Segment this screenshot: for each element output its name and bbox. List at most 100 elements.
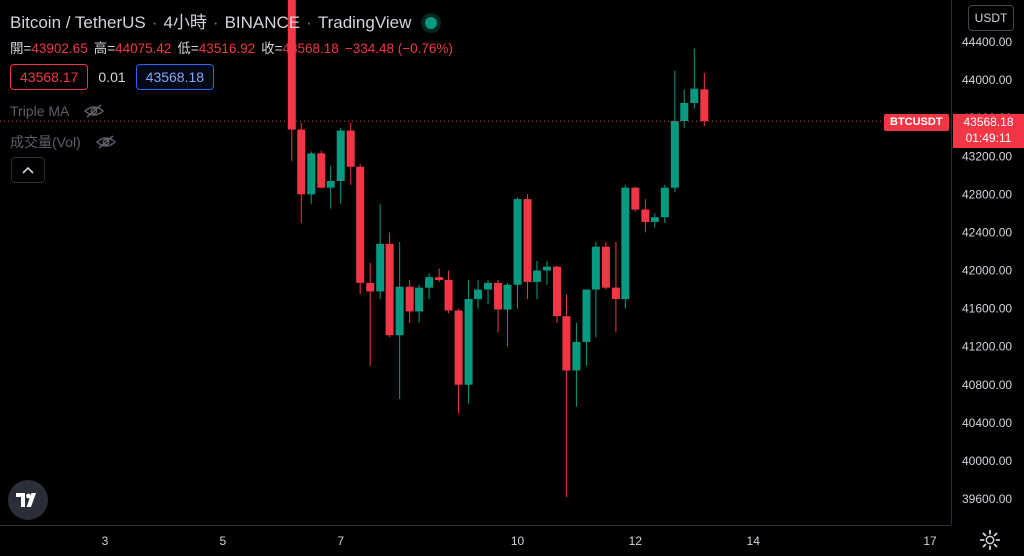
candle[interactable] bbox=[494, 280, 503, 333]
tradingview-logo[interactable] bbox=[8, 480, 48, 520]
candle-body bbox=[601, 246, 610, 288]
candle[interactable] bbox=[700, 72, 709, 127]
candle-body bbox=[523, 199, 532, 282]
candle[interactable] bbox=[542, 260, 551, 285]
candle[interactable] bbox=[405, 280, 414, 323]
candle-body bbox=[680, 102, 689, 122]
buy-sell-panel: 43568.17 0.01 43568.18 bbox=[10, 63, 215, 91]
candle-body bbox=[494, 282, 503, 310]
candle-body bbox=[356, 166, 365, 283]
high-value: 44075.42 bbox=[115, 41, 172, 56]
indicator-label: 成交量(Vol) bbox=[10, 134, 81, 150]
candle[interactable] bbox=[307, 151, 316, 204]
candle-body bbox=[611, 287, 620, 300]
candle[interactable] bbox=[326, 165, 335, 209]
y-tick-label: 42800.00 bbox=[962, 187, 1012, 201]
y-tick-label: 41200.00 bbox=[962, 340, 1012, 354]
candle[interactable] bbox=[297, 122, 306, 223]
x-tick-label: 17 bbox=[923, 534, 937, 548]
candle[interactable] bbox=[356, 163, 365, 295]
y-tick-label: 44400.00 bbox=[962, 35, 1012, 49]
candle[interactable] bbox=[690, 48, 699, 109]
candle[interactable] bbox=[454, 308, 463, 414]
symbol-name[interactable]: Bitcoin / TetherUS bbox=[10, 13, 146, 32]
candle[interactable] bbox=[601, 241, 610, 290]
candle-body bbox=[435, 277, 444, 281]
candle[interactable] bbox=[660, 184, 669, 223]
sell-button[interactable]: 43568.17 bbox=[10, 64, 89, 90]
candle-body bbox=[670, 121, 679, 188]
indicator-volume[interactable]: 成交量(Vol) bbox=[10, 132, 117, 152]
candle[interactable] bbox=[621, 184, 630, 309]
candle[interactable] bbox=[484, 280, 493, 304]
high-label: 高= bbox=[93, 41, 116, 56]
candle[interactable] bbox=[385, 232, 394, 338]
x-tick-label: 14 bbox=[747, 534, 761, 548]
candle-body bbox=[395, 286, 404, 336]
candle[interactable] bbox=[582, 289, 591, 366]
tradingview-logo-icon bbox=[16, 493, 36, 507]
candle[interactable] bbox=[641, 199, 650, 233]
candle[interactable] bbox=[395, 241, 404, 400]
candle[interactable] bbox=[532, 260, 541, 300]
candle[interactable] bbox=[670, 70, 679, 193]
candle[interactable] bbox=[513, 197, 522, 309]
candle-body bbox=[405, 286, 414, 312]
candle[interactable] bbox=[572, 322, 581, 407]
candle-body bbox=[346, 130, 355, 167]
chart-title: Bitcoin / TetherUS · 4小時 · BINANCE · TradingVi… bbox=[10, 8, 438, 33]
currency-unit-button[interactable]: USDT bbox=[968, 5, 1014, 31]
candle[interactable] bbox=[464, 280, 473, 404]
candle[interactable] bbox=[503, 282, 512, 347]
candle[interactable] bbox=[376, 203, 385, 300]
candle-body bbox=[287, 0, 296, 130]
candle[interactable] bbox=[346, 122, 355, 185]
candle-body bbox=[513, 199, 522, 285]
y-tick-label: 40400.00 bbox=[962, 416, 1012, 430]
candle[interactable] bbox=[631, 186, 640, 212]
candle[interactable] bbox=[611, 241, 620, 333]
candle-body bbox=[415, 287, 424, 312]
x-tick-label: 5 bbox=[220, 534, 227, 548]
candle[interactable] bbox=[650, 213, 659, 228]
candle[interactable] bbox=[425, 273, 434, 300]
y-tick-label: 44000.00 bbox=[962, 73, 1012, 87]
candle-body bbox=[484, 282, 493, 290]
candle[interactable] bbox=[562, 294, 571, 498]
candle-body bbox=[660, 187, 669, 218]
low-value: 43516.92 bbox=[198, 41, 256, 56]
candle-body bbox=[631, 187, 640, 210]
candle-body bbox=[307, 153, 316, 195]
bar-countdown: 01:49:11 bbox=[965, 131, 1012, 145]
candle[interactable] bbox=[523, 194, 532, 300]
close-label: 收= bbox=[261, 41, 283, 56]
collapse-legend-button[interactable] bbox=[11, 157, 45, 183]
candle[interactable] bbox=[591, 241, 600, 338]
exchange: BINANCE bbox=[224, 13, 301, 32]
buy-button[interactable]: 43568.18 bbox=[135, 64, 215, 90]
candle[interactable] bbox=[287, 0, 296, 162]
y-tick-label: 39600.00 bbox=[962, 492, 1012, 506]
candle[interactable] bbox=[336, 127, 345, 204]
candle-body bbox=[542, 266, 551, 271]
candle-body bbox=[572, 341, 581, 371]
candle[interactable] bbox=[552, 265, 561, 323]
hidden-eye-icon[interactable] bbox=[83, 103, 105, 119]
candle-body bbox=[336, 130, 345, 182]
last-price-tag: 43568.18 01:49:11 bbox=[953, 114, 1024, 148]
last-price-value: 43568.18 bbox=[963, 115, 1014, 129]
candle[interactable] bbox=[317, 150, 326, 189]
candle[interactable] bbox=[366, 262, 375, 366]
settings-gear-icon[interactable] bbox=[979, 529, 1001, 551]
indicator-triple-ma[interactable]: Triple MA bbox=[10, 103, 105, 119]
candle[interactable] bbox=[415, 284, 424, 323]
candle-body bbox=[317, 153, 326, 188]
hidden-eye-icon[interactable] bbox=[95, 134, 117, 150]
candle[interactable] bbox=[474, 280, 483, 309]
candle[interactable] bbox=[435, 268, 444, 282]
candle-body bbox=[503, 284, 512, 310]
candle[interactable] bbox=[680, 89, 689, 128]
candle[interactable] bbox=[444, 270, 453, 314]
interval[interactable]: 4小時 bbox=[163, 13, 207, 32]
